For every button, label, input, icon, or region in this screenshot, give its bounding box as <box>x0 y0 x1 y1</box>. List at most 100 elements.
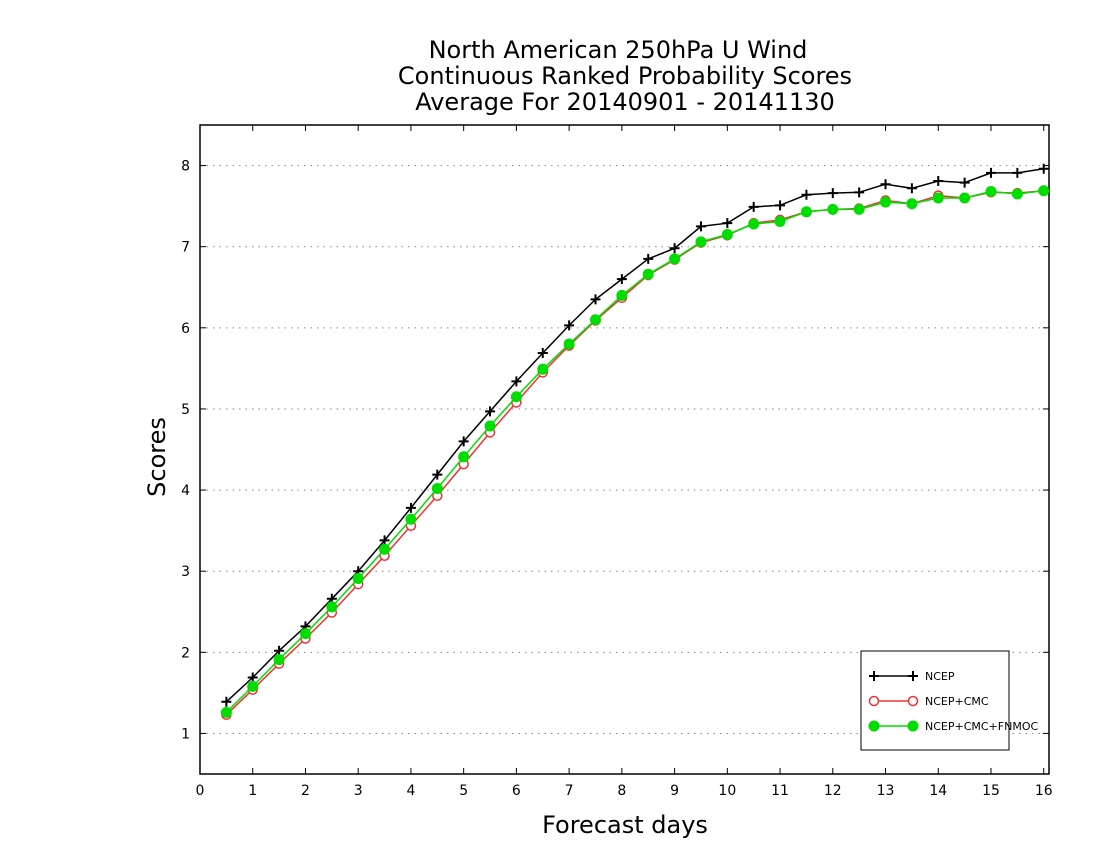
data-point <box>432 469 443 480</box>
x-tick-label: 2 <box>301 783 310 799</box>
legend: NCEP NCEP+CMC NCEP+CMC+FNMOC <box>860 650 1038 751</box>
series-group <box>220 163 1050 721</box>
data-point <box>537 363 549 375</box>
data-point <box>589 314 601 326</box>
data-point <box>564 320 575 331</box>
data-point <box>853 203 865 215</box>
x-tick-label: 12 <box>824 783 842 799</box>
title-line-2: Continuous Ranked Probability Scores <box>398 62 852 90</box>
data-point <box>932 192 944 204</box>
x-axis-ticks: 0 1 2 3 4 5 6 7 8 9 10 11 12 13 14 15 16 <box>196 125 1053 799</box>
y-tick-label: 4 <box>181 483 190 499</box>
data-point <box>1038 185 1050 197</box>
x-tick-label: 7 <box>565 783 574 799</box>
series-ncep <box>221 163 1049 707</box>
data-point <box>247 672 258 683</box>
data-point <box>695 236 707 248</box>
data-point <box>484 420 496 432</box>
x-tick-label: 4 <box>406 783 415 799</box>
y-tick-label: 7 <box>181 240 190 256</box>
y-axis-ticks: 1 2 3 4 5 6 7 8 <box>181 159 1049 742</box>
data-point <box>299 628 311 640</box>
x-tick-label: 15 <box>982 783 1000 799</box>
data-point <box>669 253 681 265</box>
data-point <box>801 189 812 200</box>
data-point <box>1038 163 1049 174</box>
x-axis-label: Forecast days <box>542 811 708 839</box>
y-tick-label: 2 <box>181 645 190 661</box>
data-point <box>933 175 944 186</box>
data-point <box>880 196 892 208</box>
x-tick-label: 5 <box>459 783 468 799</box>
data-point <box>868 720 880 732</box>
x-tick-label: 11 <box>771 783 789 799</box>
data-point <box>695 221 706 232</box>
data-point <box>669 243 680 254</box>
x-tick-label: 6 <box>512 783 521 799</box>
plot-frame <box>199 124 1050 775</box>
y-tick-label: 5 <box>181 402 190 418</box>
data-point <box>642 268 654 280</box>
x-tick-label: 9 <box>670 783 679 799</box>
title-line-3: Average For 20140901 - 20141130 <box>415 88 835 116</box>
legend-item: NCEP <box>869 670 955 683</box>
data-point <box>405 502 416 513</box>
chart-title: North American 250hPa U Wind Continuous … <box>398 36 852 116</box>
legend-item: NCEP+CMC <box>868 695 989 708</box>
data-point <box>326 601 338 613</box>
x-tick-label: 0 <box>196 783 205 799</box>
data-point <box>722 218 733 229</box>
data-point <box>908 671 918 681</box>
legend-label: NCEP <box>925 670 955 683</box>
data-point <box>431 482 443 494</box>
data-point <box>748 201 759 212</box>
data-point <box>616 274 627 285</box>
y-tick-label: 6 <box>181 321 190 337</box>
data-point <box>274 645 285 656</box>
data-point <box>907 720 919 732</box>
y-axis-label: Scores <box>143 417 171 497</box>
data-point <box>800 206 812 218</box>
data-point <box>959 177 970 188</box>
data-point <box>1011 188 1023 200</box>
y-tick-label: 3 <box>181 564 190 580</box>
series-ncep-cmc <box>221 185 1049 721</box>
legend-label: NCEP+CMC <box>925 695 989 708</box>
data-point <box>721 229 733 241</box>
data-point <box>643 253 654 264</box>
data-point <box>616 289 628 301</box>
series-ncep-cmc-fnmoc <box>220 185 1050 718</box>
y-tick-label: 8 <box>181 159 190 175</box>
data-point <box>827 188 838 199</box>
x-tick-label: 8 <box>617 783 626 799</box>
data-point <box>959 192 971 204</box>
data-point <box>906 198 918 210</box>
data-point <box>827 203 839 215</box>
data-point <box>273 654 285 666</box>
data-point <box>352 572 364 584</box>
data-point <box>590 294 601 305</box>
y-tick-label: 1 <box>181 726 190 742</box>
data-point <box>247 680 259 692</box>
data-point <box>775 200 786 211</box>
data-point <box>510 391 522 403</box>
x-tick-label: 14 <box>929 783 947 799</box>
data-point <box>537 347 548 358</box>
x-tick-label: 16 <box>1035 783 1053 799</box>
data-point <box>458 436 469 447</box>
x-tick-label: 10 <box>718 783 736 799</box>
data-point <box>854 187 865 198</box>
x-tick-label: 1 <box>248 783 257 799</box>
x-tick-label: 3 <box>354 783 363 799</box>
data-point <box>907 695 919 707</box>
data-point <box>485 406 496 417</box>
data-point <box>880 179 891 190</box>
x-tick-label: 13 <box>877 783 895 799</box>
title-line-1: North American 250hPa U Wind <box>429 36 808 64</box>
data-point <box>906 183 917 194</box>
data-point <box>220 706 232 718</box>
data-point <box>868 695 880 707</box>
gridlines <box>200 165 1049 734</box>
data-point <box>405 513 417 525</box>
